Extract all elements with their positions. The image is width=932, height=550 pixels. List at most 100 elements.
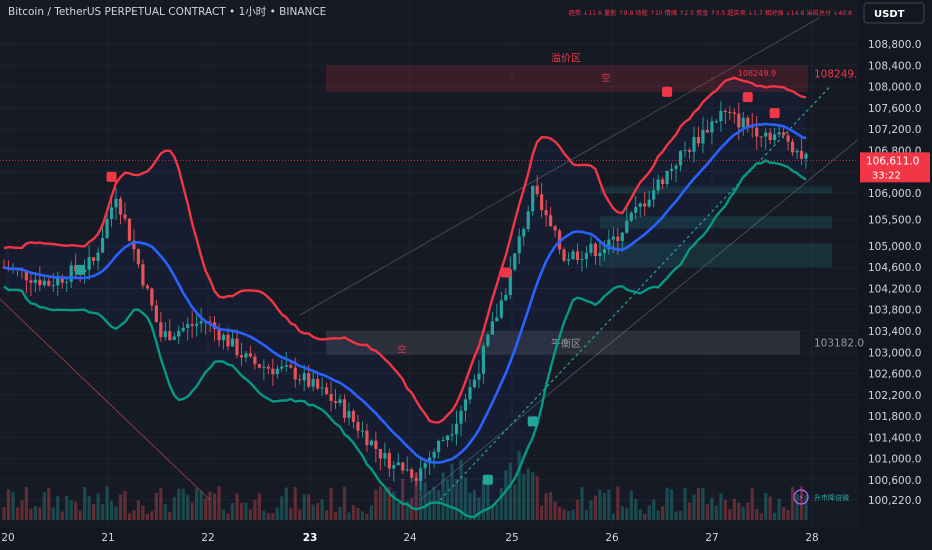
candle-body[interactable] <box>450 434 454 436</box>
candle-body[interactable] <box>781 132 786 136</box>
candle-body[interactable] <box>262 366 266 368</box>
candle-body[interactable] <box>56 277 60 286</box>
candle-body[interactable] <box>490 321 494 335</box>
candle-body[interactable] <box>351 411 356 422</box>
candle-body[interactable] <box>728 112 732 114</box>
candle-body[interactable] <box>29 280 33 283</box>
candle-body[interactable] <box>65 281 69 283</box>
candle-body[interactable] <box>69 265 73 282</box>
candle-body[interactable] <box>786 135 790 142</box>
candle-body[interactable] <box>109 207 114 220</box>
candle-body[interactable] <box>87 257 91 270</box>
candle-body[interactable] <box>374 440 378 449</box>
candle-body[interactable] <box>661 179 665 185</box>
candle-body[interactable] <box>114 198 118 208</box>
candle-body[interactable] <box>280 366 284 369</box>
candle-body[interactable] <box>163 331 167 338</box>
candle-body[interactable] <box>454 423 459 435</box>
candle-body[interactable] <box>414 477 418 481</box>
candle-body[interactable] <box>338 399 342 404</box>
candle-body[interactable] <box>499 300 503 318</box>
candle-body[interactable] <box>441 440 445 442</box>
candle-body[interactable] <box>517 236 521 254</box>
candle-body[interactable] <box>320 387 324 389</box>
candle-body[interactable] <box>284 365 288 367</box>
candle-body[interactable] <box>132 240 136 250</box>
sell-signal-marker[interactable] <box>500 267 511 278</box>
candle-body[interactable] <box>159 322 163 338</box>
candle-body[interactable] <box>593 243 598 257</box>
candle-body[interactable] <box>638 203 642 208</box>
candle-body[interactable] <box>790 141 795 153</box>
candle-body[interactable] <box>226 334 230 347</box>
candle-body[interactable] <box>271 368 275 375</box>
candle-body[interactable] <box>172 336 176 340</box>
candle-body[interactable] <box>741 117 745 128</box>
candle-body[interactable] <box>154 305 158 323</box>
candle-body[interactable] <box>732 112 736 114</box>
candle-body[interactable] <box>60 277 64 283</box>
candle-body[interactable] <box>177 330 181 337</box>
candle-body[interactable] <box>562 249 566 261</box>
candle-body[interactable] <box>468 387 472 400</box>
candle-body[interactable] <box>208 321 212 323</box>
candle-body[interactable] <box>540 194 544 211</box>
candle-body[interactable] <box>217 328 221 341</box>
candle-body[interactable] <box>705 130 710 133</box>
candle-body[interactable] <box>799 150 804 159</box>
candle-body[interactable] <box>419 468 423 481</box>
candle-body[interactable] <box>230 338 235 347</box>
candle-body[interactable] <box>777 132 781 135</box>
candle-body[interactable] <box>687 150 692 152</box>
candle-body[interactable] <box>392 465 396 469</box>
candle-body[interactable] <box>92 257 96 262</box>
candle-body[interactable] <box>266 366 270 369</box>
candle-body[interactable] <box>275 368 279 375</box>
candle-body[interactable] <box>145 285 149 289</box>
candle-body[interactable] <box>620 232 624 242</box>
candle-body[interactable] <box>360 430 365 432</box>
candle-body[interactable] <box>342 399 347 418</box>
candle-body[interactable] <box>755 127 759 137</box>
candle-body[interactable] <box>396 462 400 466</box>
candle-body[interactable] <box>611 236 615 240</box>
candle-body[interactable] <box>746 117 750 126</box>
candle-body[interactable] <box>42 280 46 286</box>
currency-button[interactable]: USDT <box>863 2 925 24</box>
sell-signal-marker[interactable] <box>742 92 753 103</box>
candle-body[interactable] <box>190 324 194 326</box>
candle-body[interactable] <box>531 185 535 212</box>
candle-body[interactable] <box>186 324 190 328</box>
candle-body[interactable] <box>96 252 100 262</box>
candle-body[interactable] <box>625 220 629 233</box>
candle-body[interactable] <box>127 218 132 241</box>
candle-body[interactable] <box>432 451 436 458</box>
candle-body[interactable] <box>549 215 553 227</box>
candle-body[interactable] <box>710 121 714 133</box>
candle-body[interactable] <box>719 110 723 122</box>
candle-body[interactable] <box>652 190 656 200</box>
candle-body[interactable] <box>795 150 799 153</box>
candle-body[interactable] <box>643 203 647 207</box>
sell-signal-marker[interactable] <box>769 108 780 119</box>
candle-body[interactable] <box>495 317 499 322</box>
candle-body[interactable] <box>544 210 548 216</box>
candle-body[interactable] <box>486 334 490 346</box>
candle-body[interactable] <box>248 353 253 357</box>
candle-body[interactable] <box>678 150 683 166</box>
candle-body[interactable] <box>571 251 575 260</box>
candle-body[interactable] <box>181 327 185 331</box>
candle-body[interactable] <box>481 345 486 374</box>
candle-body[interactable] <box>804 153 808 159</box>
candle-body[interactable] <box>472 379 477 388</box>
sell-signal-marker[interactable] <box>662 86 673 97</box>
candle-body[interactable] <box>737 113 741 128</box>
candle-body[interactable] <box>410 469 414 478</box>
candle-body[interactable] <box>616 236 620 242</box>
candle-body[interactable] <box>316 378 320 389</box>
candle-body[interactable] <box>136 249 141 265</box>
candle-body[interactable] <box>607 239 611 250</box>
candle-body[interactable] <box>289 365 293 368</box>
candle-body[interactable] <box>293 367 297 380</box>
